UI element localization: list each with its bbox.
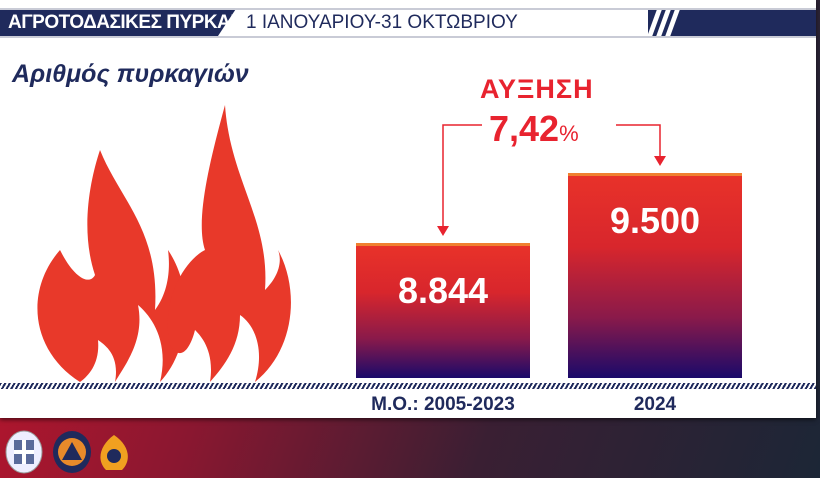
bar-average: 8.844 [356,243,530,378]
arrow-left [442,124,482,228]
increase-value: 7,42% [489,108,579,150]
civil-protection-logo [53,431,91,473]
flame-icon [37,105,291,382]
bar-value-label: 9.500 [609,200,701,241]
greek-coat-of-arms-logo [5,430,43,474]
arrow-right-head [654,156,666,166]
category-label: Μ.Ο.: 2005-2023 [371,394,515,415]
header-period: 1 ΙΑΝΟΥΑΡΙΟΥ-31 ΟΚΤΩΒΡΙΟΥ [218,10,648,36]
bar-2024: 9.500 [568,173,742,378]
arrow-left-head [437,226,449,236]
increase-number: 7,42 [489,108,560,149]
fire-service-logo [100,435,128,470]
header-title: ΑΓΡΟΤΟΔΑΣΙΚΕΣ ΠΥΡΚΑΓΙΕΣ [8,12,270,33]
increase-label: ΑΥΞΗΣΗ [480,74,594,104]
header-bar: ΑΓΡΟΤΟΔΑΣΙΚΕΣ ΠΥΡΚΑΓΙΕΣ 1 ΙΑΝΟΥΑΡΙΟΥ-31 … [0,8,816,38]
category-label: 2024 [633,394,677,415]
logos [5,430,128,474]
chart-title: Αριθμός πυρκαγιών [12,60,249,88]
slide-panel: ΑΓΡΟΤΟΔΑΣΙΚΕΣ ΠΥΡΚΑΓΙΕΣ 1 ΙΑΝΟΥΑΡΙΟΥ-31 … [0,8,816,415]
percent-sign: % [559,121,579,146]
arrow-right [616,124,661,158]
comparison-arrows [437,124,666,236]
baseline [0,383,816,389]
bar-value-label: 8.844 [397,270,489,312]
